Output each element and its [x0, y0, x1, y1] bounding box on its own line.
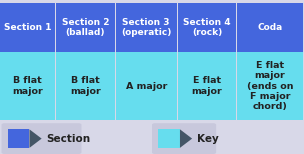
Text: Key: Key [197, 134, 219, 144]
FancyBboxPatch shape [237, 52, 303, 120]
Text: Section: Section [46, 134, 90, 144]
FancyBboxPatch shape [56, 3, 115, 52]
FancyBboxPatch shape [0, 120, 304, 154]
FancyBboxPatch shape [8, 129, 29, 148]
Text: A major: A major [126, 82, 167, 91]
FancyBboxPatch shape [2, 123, 81, 154]
Text: Coda: Coda [257, 23, 283, 32]
FancyBboxPatch shape [152, 123, 216, 154]
FancyBboxPatch shape [178, 3, 236, 52]
Polygon shape [180, 129, 192, 148]
FancyBboxPatch shape [237, 3, 303, 52]
Text: Section 3
(operatic): Section 3 (operatic) [121, 18, 171, 37]
FancyBboxPatch shape [56, 52, 115, 120]
FancyBboxPatch shape [116, 3, 177, 52]
Text: Section 4
(rock): Section 4 (rock) [183, 18, 231, 37]
Text: Section 2
(ballad): Section 2 (ballad) [62, 18, 109, 37]
Text: Section 1: Section 1 [4, 23, 51, 32]
FancyBboxPatch shape [0, 52, 55, 120]
FancyBboxPatch shape [116, 52, 177, 120]
Text: E flat
major
(ends on
F major
chord): E flat major (ends on F major chord) [247, 61, 293, 111]
Text: B flat
major: B flat major [12, 77, 43, 96]
FancyBboxPatch shape [158, 129, 180, 148]
FancyBboxPatch shape [178, 52, 236, 120]
FancyBboxPatch shape [0, 3, 55, 52]
Text: B flat
major: B flat major [70, 77, 101, 96]
Polygon shape [29, 129, 42, 148]
Text: E flat
major: E flat major [192, 77, 223, 96]
